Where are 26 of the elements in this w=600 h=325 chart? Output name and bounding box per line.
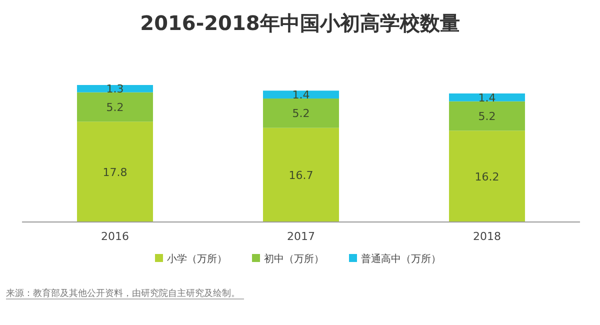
source-note: 来源：教育部及其他公开资料，由研究院自主研究及绘制。 [6, 288, 240, 299]
x-tick-label: 2016 [101, 230, 129, 243]
bar [449, 93, 525, 102]
x-tick-label: 2018 [473, 230, 501, 243]
bar [263, 90, 339, 99]
data-label: 5.2 [292, 107, 310, 120]
data-label: 5.2 [106, 100, 124, 114]
bar [77, 85, 153, 92]
data-label: 16.2 [474, 170, 500, 184]
x-tick-label: 2017 [287, 230, 315, 243]
data-label: 5.2 [478, 110, 496, 124]
legend-label: 普通高中（万所） [361, 253, 441, 265]
data-label: 1.4 [478, 91, 496, 104]
bar [449, 101, 525, 131]
legend-label: 小学（万所） [167, 253, 227, 265]
data-label: 1.3 [106, 82, 124, 96]
bar [263, 98, 339, 128]
bar [77, 92, 153, 122]
bar [263, 128, 339, 222]
bar [77, 122, 153, 222]
legend-label: 初中（万所） [264, 253, 324, 265]
data-label: 17.8 [102, 166, 128, 179]
chart-title: 2016-2018年中国小初高学校数量 [140, 11, 460, 35]
bar [449, 130, 525, 222]
data-label: 16.7 [288, 168, 314, 182]
data-label: 1.4 [292, 88, 310, 102]
